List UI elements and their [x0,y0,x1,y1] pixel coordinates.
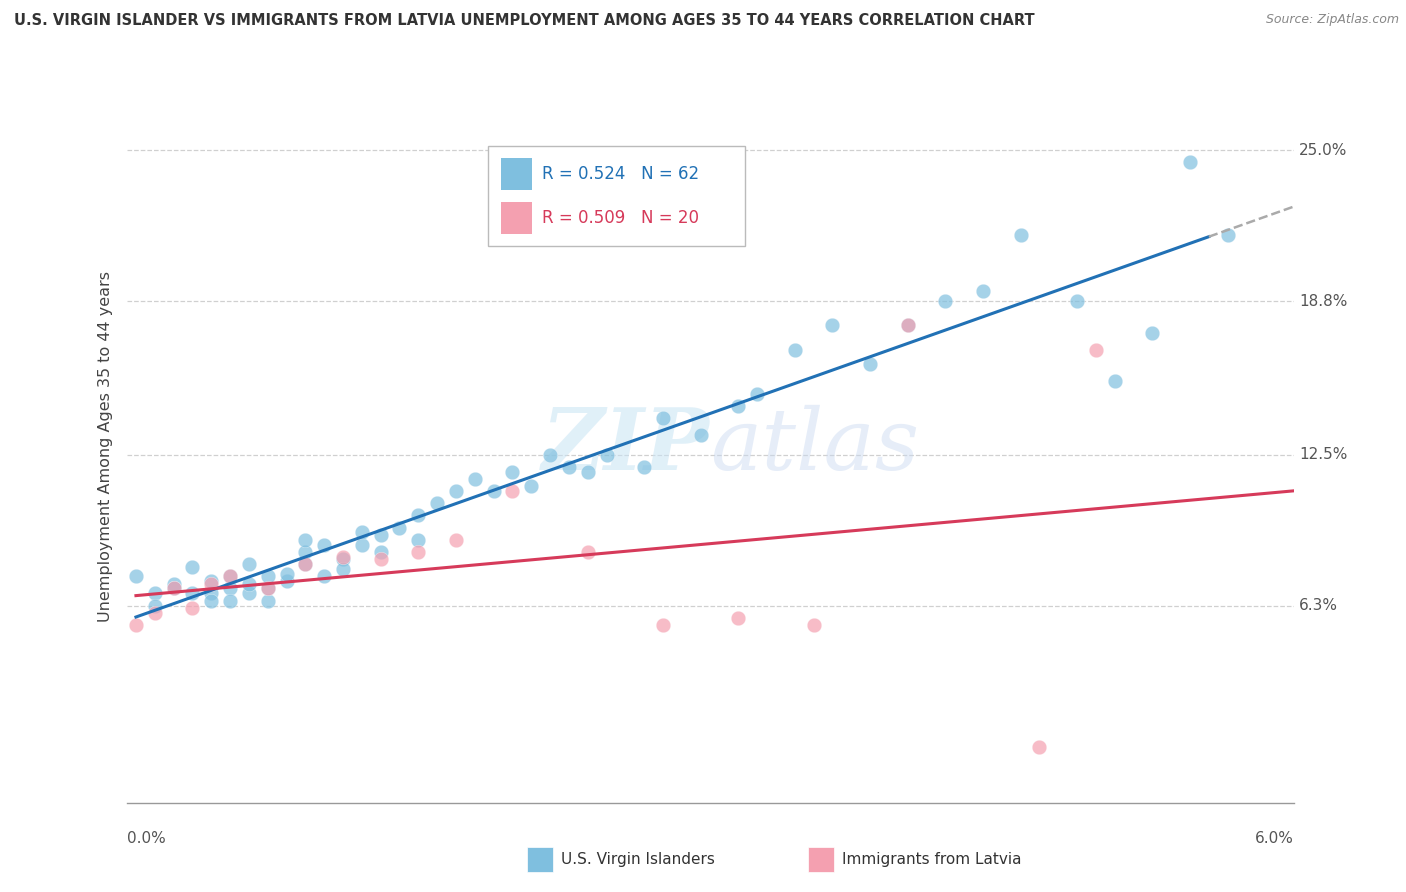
Text: ZIP: ZIP [543,404,710,488]
Point [294,533,316,547]
Point [934,294,956,309]
Point [200,576,222,591]
Point [783,343,806,357]
Point [520,479,543,493]
Y-axis label: Unemployment Among Ages 35 to 44 years: Unemployment Among Ages 35 to 44 years [97,270,112,622]
Text: 25.0%: 25.0% [1299,143,1348,158]
Point [558,459,581,474]
Point [238,557,260,571]
Text: Source: ZipAtlas.com: Source: ZipAtlas.com [1265,13,1399,27]
Text: 12.5%: 12.5% [1299,447,1348,462]
Text: R = 0.509   N = 20: R = 0.509 N = 20 [543,210,699,227]
Point [181,586,204,600]
Point [125,569,148,583]
Point [803,618,825,632]
Point [256,593,278,607]
Point [332,562,354,576]
Point [294,557,316,571]
Point [727,399,749,413]
Point [652,411,675,425]
Point [1216,228,1239,243]
Point [162,576,184,591]
Point [256,569,278,583]
Point [745,386,768,401]
Point [314,569,336,583]
Point [538,448,561,462]
Point [276,566,298,581]
Point [219,593,242,607]
Point [1104,375,1126,389]
Point [200,586,222,600]
Text: 0.0%: 0.0% [127,830,166,846]
Point [181,559,204,574]
Point [162,582,184,596]
Point [370,528,392,542]
Point [256,582,278,596]
Point [408,545,430,559]
Point [633,459,655,474]
Point [1178,155,1201,169]
Point [689,428,711,442]
Text: U.S. VIRGIN ISLANDER VS IMMIGRANTS FROM LATVIA UNEMPLOYMENT AMONG AGES 35 TO 44 : U.S. VIRGIN ISLANDER VS IMMIGRANTS FROM … [14,13,1035,29]
Point [314,538,336,552]
Point [350,538,373,552]
Text: atlas: atlas [710,405,920,487]
Point [972,285,994,299]
Point [576,545,599,559]
Point [1142,326,1164,340]
Text: 6.0%: 6.0% [1254,830,1294,846]
Point [238,576,260,591]
Point [821,318,844,333]
Point [125,618,148,632]
Point [652,618,675,632]
Point [143,599,166,613]
Point [143,586,166,600]
Point [294,545,316,559]
Point [370,552,392,566]
Point [576,465,599,479]
Text: U.S. Virgin Islanders: U.S. Virgin Islanders [561,853,714,867]
Text: Immigrants from Latvia: Immigrants from Latvia [842,853,1022,867]
Point [464,472,486,486]
Text: 18.8%: 18.8% [1299,293,1348,309]
Point [200,574,222,589]
Point [200,593,222,607]
Point [501,465,523,479]
Point [370,545,392,559]
Point [388,520,411,534]
Point [332,549,354,564]
Point [256,582,278,596]
Point [350,525,373,540]
Point [501,484,523,499]
Point [294,557,316,571]
Point [595,448,617,462]
Point [143,606,166,620]
Text: R = 0.524   N = 62: R = 0.524 N = 62 [543,165,699,183]
Point [444,484,467,499]
Point [408,508,430,523]
Point [482,484,505,499]
Point [1010,228,1032,243]
Point [332,552,354,566]
Point [897,318,920,333]
Point [897,318,920,333]
Point [727,610,749,624]
Point [444,533,467,547]
Text: 6.3%: 6.3% [1299,598,1339,613]
Point [1066,294,1088,309]
Point [276,574,298,589]
Point [162,582,184,596]
Point [1028,739,1050,754]
Point [238,586,260,600]
Point [219,569,242,583]
Point [408,533,430,547]
Point [426,496,449,510]
Point [1084,343,1107,357]
Point [219,582,242,596]
Point [181,601,204,615]
Point [859,358,882,372]
Point [219,569,242,583]
